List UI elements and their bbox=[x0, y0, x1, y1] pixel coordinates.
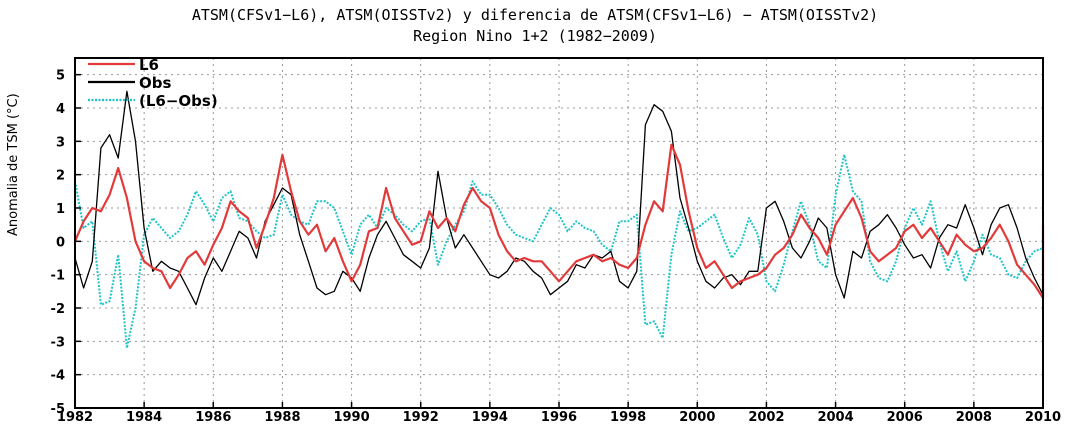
x-tick-label: 1986 bbox=[195, 410, 231, 424]
x-tick-label: 1996 bbox=[541, 410, 577, 424]
x-tick-label: 2006 bbox=[887, 410, 923, 424]
x-tick-label: 2002 bbox=[748, 410, 784, 424]
y-tick-label: -4 bbox=[51, 369, 65, 384]
legend-label: Obs bbox=[139, 74, 171, 92]
series-group bbox=[73, 90, 1045, 349]
x-tick-label: 1994 bbox=[472, 410, 508, 424]
y-tick-label: 4 bbox=[56, 102, 65, 117]
x-tick-label: 1998 bbox=[610, 410, 646, 424]
chart-subtitle: Region Nino 1+2 (1982−2009) bbox=[413, 27, 657, 45]
y-tick-label: -2 bbox=[51, 302, 65, 317]
y-tick-label: 3 bbox=[56, 135, 65, 150]
x-tick-label: 1988 bbox=[264, 410, 300, 424]
y-tick-label: -1 bbox=[51, 269, 65, 284]
legend-label: (L6−Obs) bbox=[139, 92, 218, 110]
y-tick-label: 0 bbox=[56, 235, 65, 250]
legend-label: L6 bbox=[139, 56, 159, 74]
x-tick-label: 1984 bbox=[126, 410, 162, 424]
y-tick-label: 5 bbox=[56, 69, 65, 84]
x-tick-label: 1992 bbox=[403, 410, 439, 424]
x-tick-label: 2010 bbox=[1025, 410, 1061, 424]
y-tick-label: 2 bbox=[56, 169, 65, 184]
x-tick-label: 1982 bbox=[57, 410, 93, 424]
grid-lines bbox=[75, 58, 1043, 408]
y-tick-label: 1 bbox=[56, 202, 65, 217]
x-tick-label: 2008 bbox=[956, 410, 992, 424]
series-line-l6 bbox=[73, 143, 1045, 300]
x-tick-label: 1990 bbox=[333, 410, 369, 424]
axis-ticks: 1982 1984 1986 1988 1990 1992 1994 1996 1998 2000… bbox=[51, 69, 1062, 424]
y-tick-label: -3 bbox=[51, 335, 65, 350]
series-line-obs bbox=[74, 90, 1044, 312]
y-tick-label: -5 bbox=[51, 402, 65, 417]
x-tick-label: 2000 bbox=[679, 410, 715, 424]
x-tick-label: 2004 bbox=[817, 410, 853, 424]
chart-title: ATSM(CFSv1−L6), ATSM(OISSTv2) y diferenc… bbox=[191, 6, 879, 24]
